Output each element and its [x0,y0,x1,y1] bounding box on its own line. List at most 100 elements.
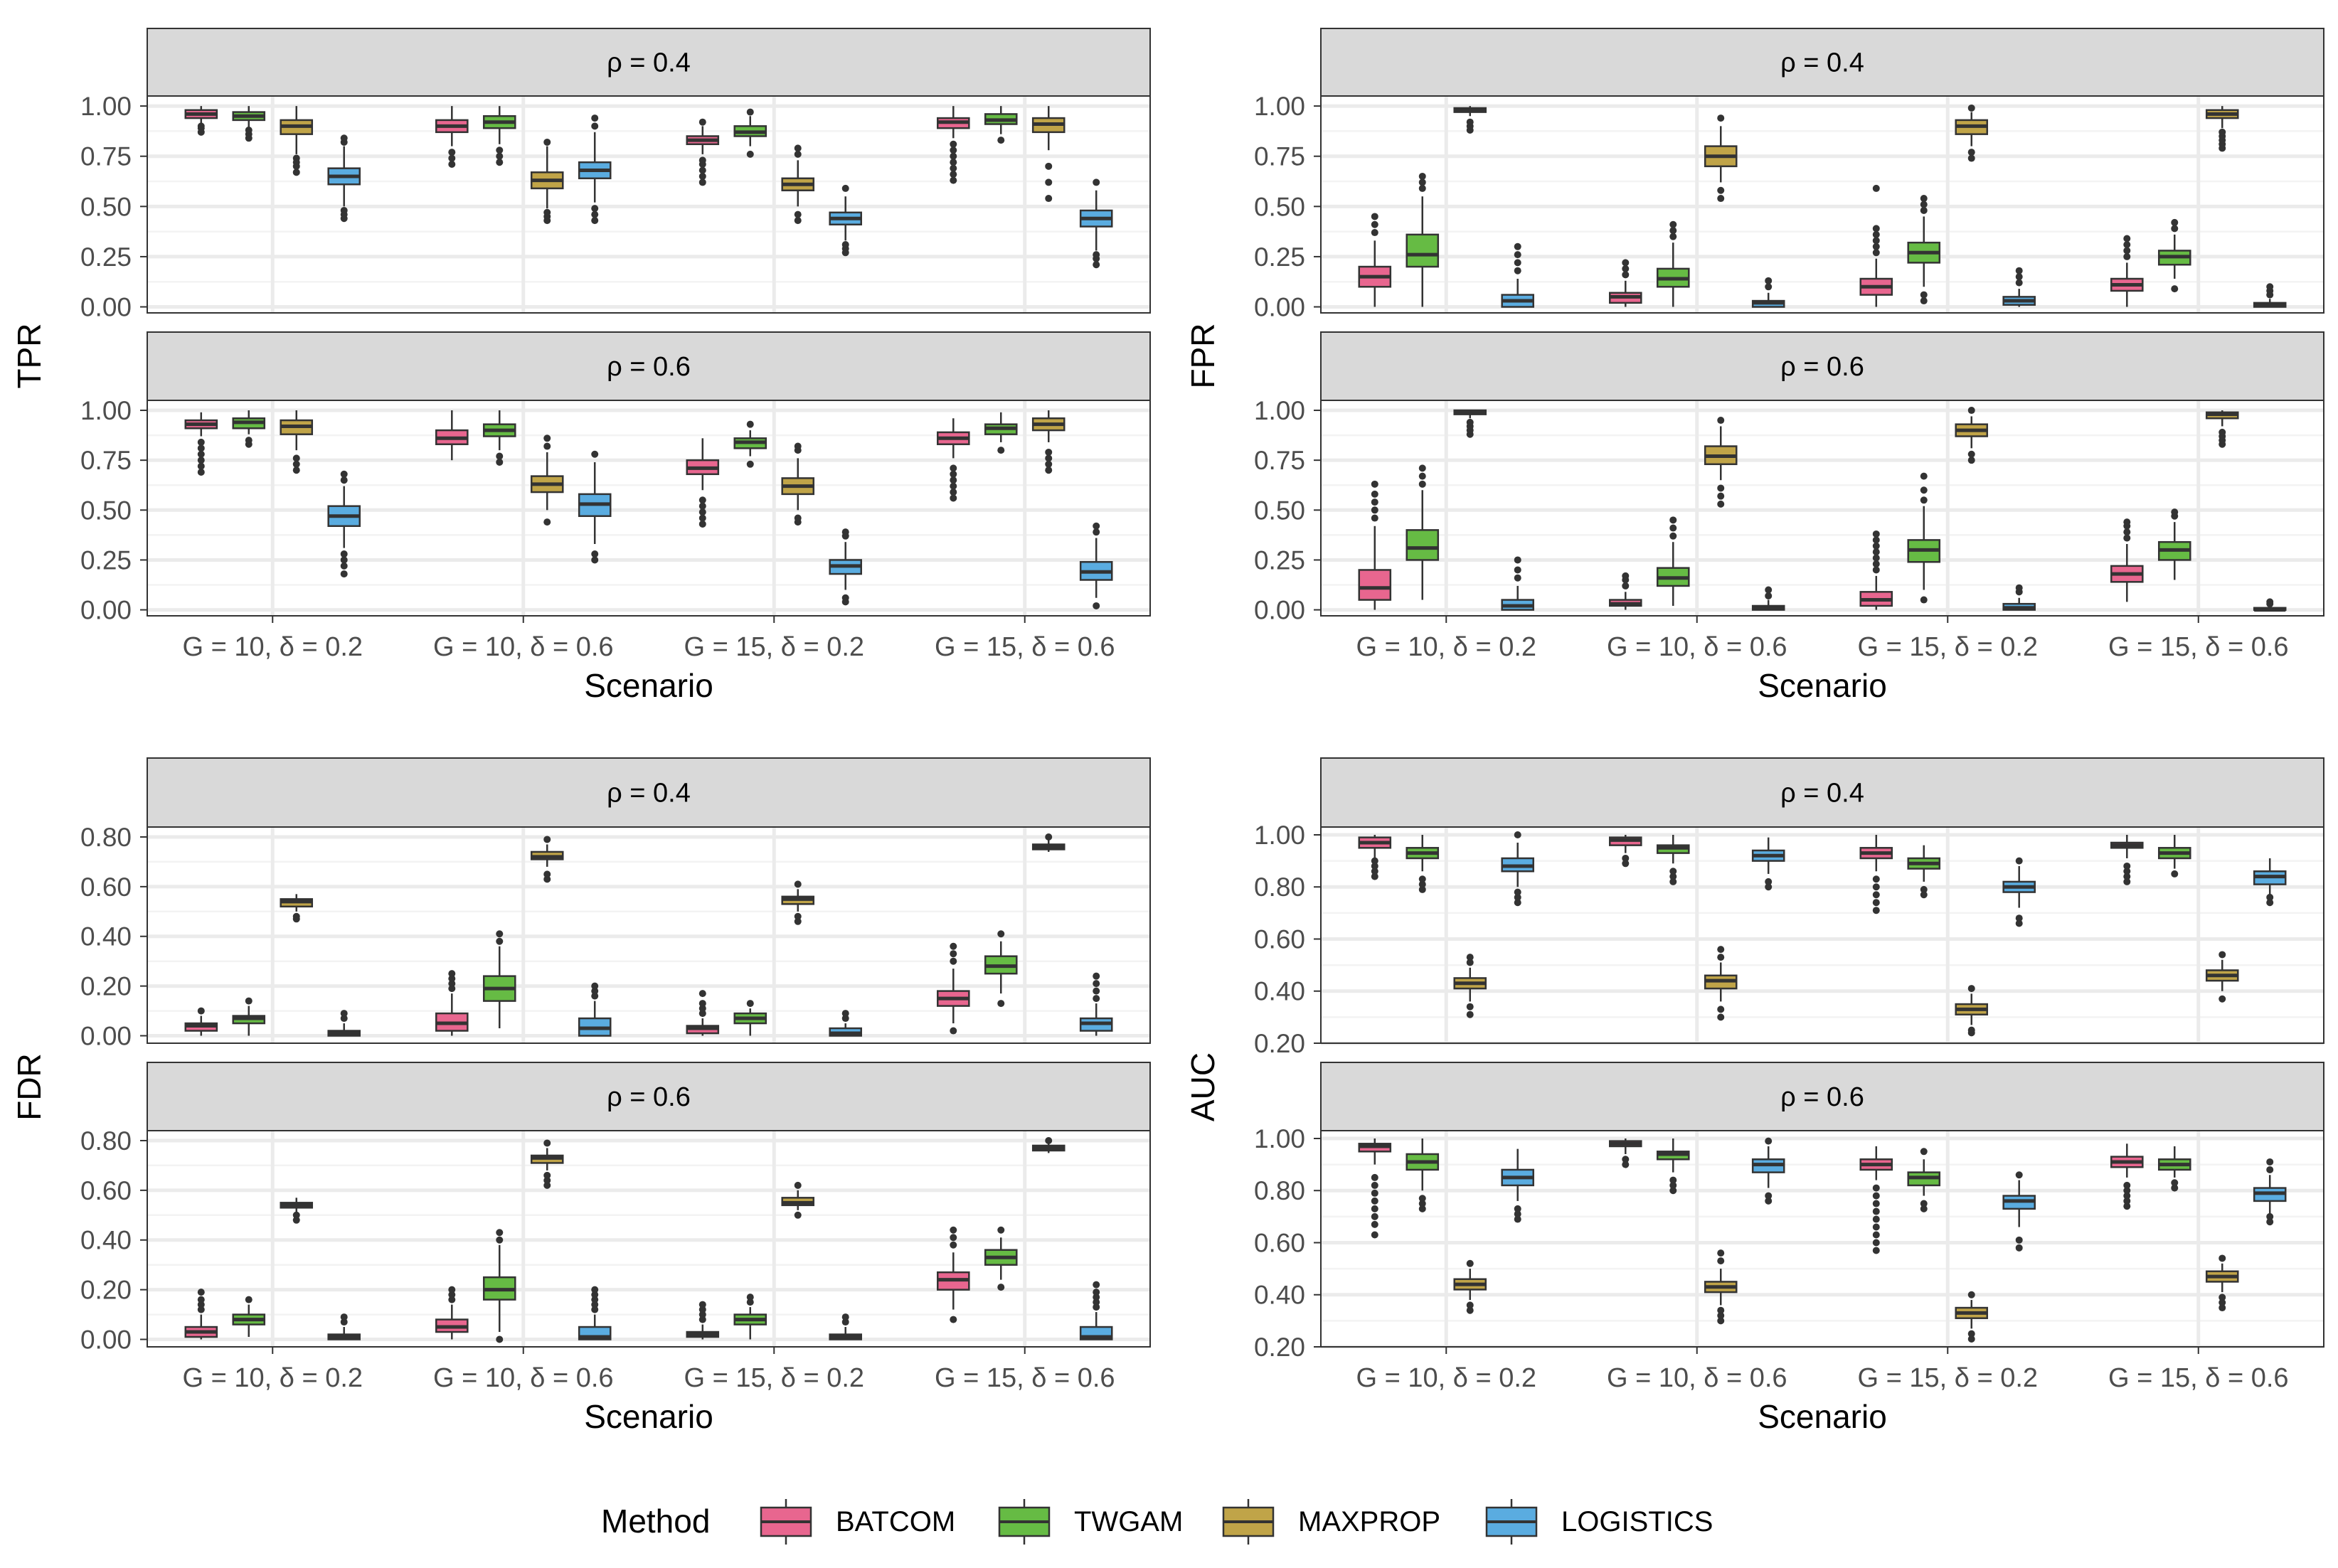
box-maxprop [2205,951,2239,1003]
x-tick-label: G = 10, δ = 0.6 [1607,1363,1787,1393]
outlier-point [1045,1136,1053,1144]
x-tick-label: G = 10, δ = 0.2 [182,1363,363,1393]
outlier-point [1872,1231,1880,1239]
legend-item-batcom: BATCOM [760,1499,955,1545]
outlier-point [1872,560,1880,568]
outlier-point [794,1181,802,1189]
outlier-point [591,550,599,558]
outlier-point [997,1284,1005,1291]
facet-strip [147,1062,1151,1131]
box-body [1406,529,1440,561]
box-twgam [232,1296,266,1338]
box-twgam [984,1226,1018,1291]
box-maxprop [530,836,564,883]
outlier-point [197,444,205,452]
outlier-point [2015,584,2023,592]
outlier-point [340,1010,348,1018]
outlier-point [841,1313,849,1321]
outlier-point [950,146,957,154]
outlier-point [591,217,599,225]
outlier-point [1514,242,1521,250]
outlier-point [197,438,205,446]
outlier-point [1717,186,1725,194]
outlier-point [1669,220,1677,228]
outlier-point [950,140,957,148]
y-tick-label: 0.20 [1254,1029,1305,1058]
facet-strip [1320,28,2324,97]
outlier-point [1920,206,1928,214]
outlier-point [1872,536,1880,544]
outlier-point [340,550,348,558]
box-maxprop [1031,833,1066,852]
outlier-point [2171,1184,2179,1192]
box-maxprop [1704,114,1738,203]
outlier-point [1967,1291,1975,1298]
outlier-point [2219,995,2226,1003]
outlier-point [1093,1289,1100,1296]
outlier-point [340,570,348,578]
outlier-point [1622,572,1630,580]
outlier-point [746,108,754,116]
box-maxprop [530,434,564,526]
box-batcom [1859,184,1893,307]
outlier-point [1669,1187,1677,1195]
outlier-point [1622,271,1630,279]
outlier-point [2171,508,2179,516]
outlier-point [245,1296,253,1303]
outlier-point [1514,574,1521,582]
outlier-point [197,469,205,476]
box-logistics [2253,858,2287,907]
outlier-point [2015,1236,2023,1244]
outlier-point [2015,273,2023,281]
outlier-point [950,1316,957,1323]
outlier-point [698,1005,706,1013]
box-maxprop [1955,1291,1989,1343]
box-twgam [1907,845,1941,899]
outlier-point [1872,883,1880,891]
box-logistics [1079,1281,1113,1340]
outlier-point [1872,237,1880,245]
outlier-point [448,985,456,993]
box-logistics [2253,598,2287,612]
box-maxprop [1031,106,1066,203]
facet-strip [1320,757,2324,828]
outlier-point [2219,428,2226,436]
y-tick-label: 0.60 [80,1176,132,1205]
panel-auc-2: ρ = 0.6 0.20 0.40 0.60 0.80 1.00 [1254,1062,2324,1362]
outlier-point [2123,862,2131,870]
y-tick-label: 1.00 [80,92,132,121]
outlier-point [591,987,599,995]
x-axis-title: Scenario [1758,667,1887,704]
outlier-point [543,518,551,526]
outlier-point [197,462,205,470]
box-batcom [435,106,469,169]
legend-label: MAXPROP [1298,1506,1440,1537]
y-tick-label: 0.25 [1254,242,1305,272]
outlier-point [950,152,957,160]
box-logistics [1501,242,1534,308]
outlier-point [1967,154,1975,162]
outlier-point [794,880,802,888]
outlier-point [1872,242,1880,250]
outlier-point [746,460,754,468]
outlier-point [1765,592,1773,599]
outlier-point [1514,831,1521,838]
box-twgam [984,106,1018,144]
outlier-point [1514,267,1521,274]
outlier-point [1669,868,1677,875]
y-tick-label: 0.00 [80,1326,132,1355]
box-logistics [2253,283,2287,308]
outlier-point [543,1139,551,1147]
y-axis-title: TPR [11,324,48,389]
y-tick-label: 0.20 [80,1276,132,1305]
panel-fdr-2: ρ = 0.6 0.00 0.20 0.40 0.60 0.80 [80,1062,1151,1355]
outlier-point [2266,1212,2274,1220]
y-tick-label: 0.60 [80,873,132,902]
box-logistics [829,1010,862,1037]
box-twgam [232,997,266,1036]
outlier-point [1967,1335,1975,1343]
y-tick-label: 0.20 [80,972,132,1001]
outlier-point [2123,1202,2131,1210]
outlier-point [2123,1197,2131,1205]
legend-label: TWGAM [1074,1506,1183,1537]
